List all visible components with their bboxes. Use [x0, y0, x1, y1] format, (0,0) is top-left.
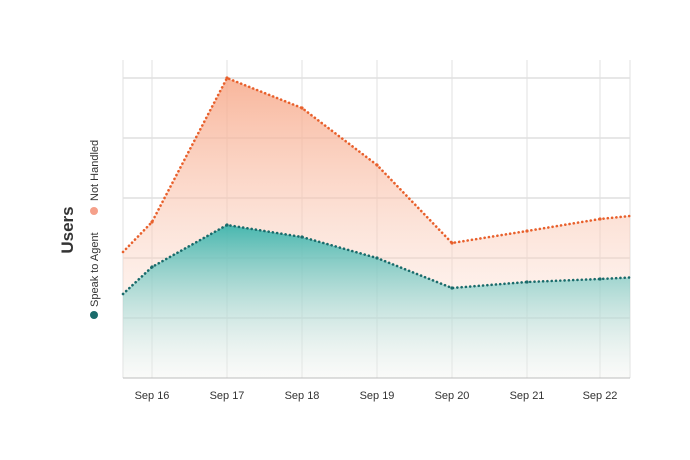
point-speak-to-agent[interactable]: [375, 256, 379, 260]
point-speak-to-agent[interactable]: [598, 277, 602, 281]
legend-swatch-not-handled: [90, 207, 98, 215]
series-lines: [121, 76, 632, 296]
point-not-handled[interactable]: [450, 241, 454, 245]
point-not-handled[interactable]: [225, 76, 229, 80]
x-tick-label: Sep 17: [210, 390, 245, 402]
point-speak-to-agent[interactable]: [150, 265, 154, 269]
point-speak-to-agent[interactable]: [525, 280, 529, 284]
series-areas: [123, 78, 630, 378]
x-tick-label: Sep 20: [435, 390, 470, 402]
x-tick-label: Sep 18: [285, 390, 320, 402]
x-tick-label: Sep 22: [583, 390, 618, 402]
point-not-handled[interactable]: [150, 220, 154, 224]
point-not-handled[interactable]: [525, 229, 529, 233]
legend-label-speak-to-agent: Speak to Agent: [89, 232, 101, 307]
legend-item-speak-to-agent[interactable]: Speak to Agent: [89, 232, 101, 319]
point-speak-to-agent[interactable]: [300, 235, 304, 239]
legend-item-not-handled[interactable]: Not Handled: [89, 140, 101, 215]
point-not-handled[interactable]: [598, 217, 602, 221]
x-tick-label: Sep 21: [510, 390, 545, 402]
legend-label-not-handled: Not Handled: [89, 140, 101, 201]
point-not-handled[interactable]: [300, 106, 304, 110]
point-not-handled[interactable]: [375, 163, 379, 167]
point-speak-to-agent[interactable]: [450, 286, 454, 290]
y-axis-title: Users: [58, 206, 77, 253]
x-tick-label: Sep 19: [360, 390, 395, 402]
x-tick-label: Sep 16: [135, 390, 170, 402]
legend: Not Handled Speak to Agent: [89, 140, 101, 319]
x-axis: Sep 16 Sep 17 Sep 18 Sep 19 Sep 20 Sep 21 Sep …: [123, 377, 630, 402]
point-speak-to-agent[interactable]: [225, 223, 229, 227]
legend-swatch-speak-to-agent: [90, 311, 98, 319]
area-speak-to-agent: [123, 225, 630, 378]
